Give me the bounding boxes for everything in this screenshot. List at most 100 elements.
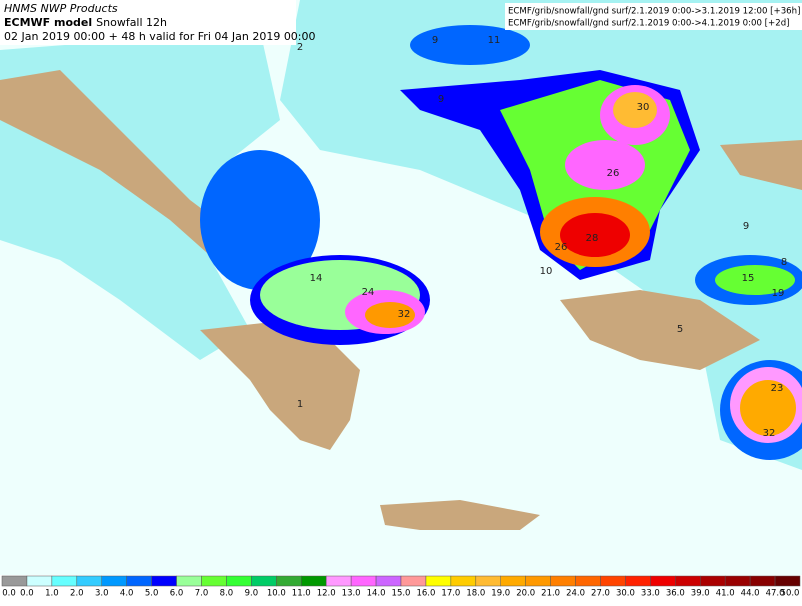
colorbar-label: 10.0 bbox=[267, 589, 286, 599]
colorbar-swatch bbox=[550, 575, 576, 587]
colorbar-swatch bbox=[126, 575, 152, 587]
colorbar-label: 4.0 bbox=[120, 589, 134, 599]
contour-label: 14 bbox=[310, 273, 323, 284]
contour-label: 9 bbox=[743, 221, 749, 232]
colorbar-label: 41.0 bbox=[716, 589, 735, 599]
snow-area bbox=[613, 92, 657, 128]
colorbar-swatch bbox=[500, 575, 526, 587]
model-name: ECMWF model bbox=[4, 16, 92, 29]
product-title: HNMS NWP Products bbox=[4, 2, 118, 15]
colorbar-label: 13.0 bbox=[342, 589, 361, 599]
colorbar-label: 3.0 bbox=[95, 589, 109, 599]
colorbar-swatch bbox=[51, 575, 78, 587]
colorbar-label: 15.0 bbox=[392, 589, 411, 599]
colorbar-swatch bbox=[26, 575, 53, 587]
colorbar-swatch bbox=[325, 575, 352, 587]
colorbar-label: 8.0 bbox=[220, 589, 234, 599]
colorbar-swatch bbox=[176, 575, 202, 587]
contour-label: 23 bbox=[771, 383, 784, 394]
colorbar-swatch bbox=[400, 575, 427, 587]
colorbar-label: 17.0 bbox=[441, 589, 460, 599]
colorbar-label: 39.0 bbox=[691, 589, 710, 599]
contour-label: 26 bbox=[555, 242, 568, 253]
colorbar-swatch bbox=[226, 575, 252, 587]
colorbar-swatch bbox=[675, 575, 701, 587]
contour-label: 11 bbox=[488, 35, 501, 46]
colorbar-swatch bbox=[375, 575, 402, 587]
land bbox=[720, 140, 802, 190]
contour-label: 32 bbox=[763, 428, 776, 439]
colorbar-swatch bbox=[600, 575, 626, 587]
colorbar-label: 5.0 bbox=[145, 589, 159, 599]
land bbox=[380, 500, 540, 530]
colorbar-label: 21.0 bbox=[541, 589, 560, 599]
colorbar-label: 30.0 bbox=[616, 589, 635, 599]
contour-label: 9 bbox=[438, 94, 444, 105]
colorbar-label: 9.0 bbox=[245, 589, 259, 599]
colorbar-swatch bbox=[525, 575, 551, 587]
colorbar-label: 12.0 bbox=[317, 589, 336, 599]
contour-labels: 2 9 11 9 30 26 26 28 14 24 32 10 9 8 15 … bbox=[297, 35, 787, 439]
colorbar-swatch bbox=[724, 575, 751, 587]
colorbar-swatch bbox=[350, 575, 377, 587]
colorbar-label: 18.0 bbox=[466, 589, 485, 599]
colorbar-swatch bbox=[201, 575, 227, 587]
colorbar-swatch bbox=[774, 575, 801, 587]
colorbar-label: 6.0 bbox=[170, 589, 184, 599]
snow-area bbox=[565, 140, 645, 190]
snow-area bbox=[560, 213, 630, 257]
header-box bbox=[0, 0, 296, 45]
field-name: Snowfall 12h bbox=[96, 16, 167, 29]
colorbar-swatch bbox=[475, 575, 501, 587]
contour-label: 24 bbox=[362, 287, 375, 298]
source-line: ECMF/grib/snowfall/gnd surf/2.1.2019 0:0… bbox=[508, 7, 800, 17]
snow-area bbox=[715, 265, 795, 295]
colorbar-label: 33.0 bbox=[641, 589, 660, 599]
contour-label: 15 bbox=[742, 273, 755, 284]
contour-label: 1 bbox=[297, 399, 303, 410]
colorbar-swatch bbox=[749, 575, 776, 587]
colorbar-swatch bbox=[101, 575, 127, 587]
colorbar-swatch bbox=[76, 575, 102, 587]
snow-area bbox=[740, 380, 796, 436]
colorbar-label: 50.0 bbox=[781, 589, 800, 599]
colorbar-label: 16.0 bbox=[416, 589, 435, 599]
colorbar-label: 27.0 bbox=[591, 589, 610, 599]
contour-label: 28 bbox=[586, 233, 599, 244]
colorbar-swatch bbox=[425, 575, 452, 587]
contour-label: 10 bbox=[540, 266, 553, 277]
snow-area bbox=[200, 150, 320, 290]
contour-label: 30 bbox=[637, 102, 650, 113]
colorbar-label: 24.0 bbox=[566, 589, 585, 599]
colorbar-label: 7.0 bbox=[195, 589, 209, 599]
snow-area bbox=[410, 25, 530, 65]
source-line: ECMF/grib/snowfall/gnd surf/2.1.2019 0:0… bbox=[508, 19, 790, 29]
colorbar-label: 0.0 bbox=[20, 589, 34, 599]
land bbox=[0, 70, 230, 260]
colorbar-swatch bbox=[650, 575, 676, 587]
colorbar-swatch bbox=[450, 575, 477, 587]
colorbar-swatch bbox=[1, 575, 28, 587]
colorbar-label: 36.0 bbox=[666, 589, 685, 599]
land bbox=[200, 320, 360, 450]
colorbar-swatch bbox=[625, 575, 651, 587]
colorbar-swatch bbox=[575, 575, 601, 587]
colorbar-swatch bbox=[151, 575, 177, 587]
land bbox=[560, 290, 760, 370]
colorbar-label: 19.0 bbox=[491, 589, 510, 599]
contour-label: 2 bbox=[297, 42, 303, 53]
valid-time: 02 Jan 2019 00:00 + 48 h valid for Fri 0… bbox=[4, 30, 316, 43]
colorbar-label: 11.0 bbox=[292, 589, 311, 599]
source-box bbox=[505, 3, 802, 30]
contour-label: 5 bbox=[677, 324, 683, 335]
colorbar-label: 14.0 bbox=[367, 589, 386, 599]
contour-label: 19 bbox=[772, 288, 785, 299]
colorbar-swatch bbox=[251, 575, 277, 587]
snow-area bbox=[365, 302, 415, 328]
header: HNMS NWP Products ECMWF model Snowfall 12… bbox=[0, 0, 802, 45]
contour-label: 9 bbox=[432, 35, 438, 46]
colorbar-swatch bbox=[276, 575, 302, 587]
contour-label: 26 bbox=[607, 168, 620, 179]
colorbar: 0.0 0.0 1.0 2.0 3.0 4.0 5.0 6.0 7.0 8.0 9.0 10.0 11.… bbox=[0, 575, 802, 602]
colorbar-label: 1.0 bbox=[45, 589, 59, 599]
